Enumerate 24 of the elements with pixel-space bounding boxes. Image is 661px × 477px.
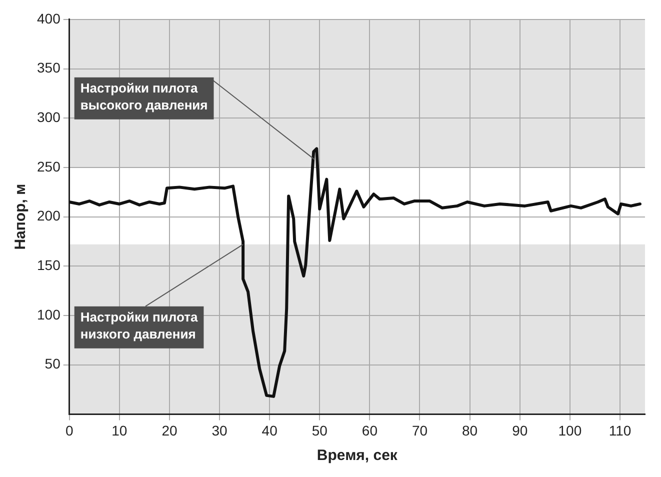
- y-tick-label: 400: [37, 10, 61, 26]
- x-tick-label: 60: [362, 422, 378, 438]
- y-tick-label: 250: [37, 158, 61, 174]
- x-tick-label: 20: [162, 422, 178, 438]
- x-tick-label: 40: [262, 422, 278, 438]
- y-tick-label: 100: [37, 306, 61, 322]
- annotation: Настройки пилота низкого давления: [80, 309, 198, 342]
- x-tick-label: 70: [412, 422, 428, 438]
- annotation: Настройки пилота высокого давления: [80, 80, 208, 112]
- x-tick-label: 10: [112, 422, 128, 438]
- y-tick-label: 150: [37, 257, 61, 274]
- x-tick-label: 110: [608, 422, 632, 438]
- y-axis-title: Напор, м: [12, 184, 30, 250]
- x-tick-label: 90: [512, 422, 528, 438]
- x-axis-title: Время, сек: [316, 447, 398, 464]
- y-tick-label: 200: [37, 208, 61, 224]
- y-tick-label: 50: [44, 356, 61, 372]
- x-tick-label: 100: [558, 422, 582, 438]
- x-tick-label: 50: [312, 422, 328, 438]
- y-tick-label: 350: [37, 60, 61, 76]
- x-tick-label: 0: [65, 422, 74, 438]
- x-tick-label: 30: [212, 422, 228, 438]
- y-tick-label: 300: [37, 108, 61, 125]
- x-tick-label: 80: [462, 422, 478, 438]
